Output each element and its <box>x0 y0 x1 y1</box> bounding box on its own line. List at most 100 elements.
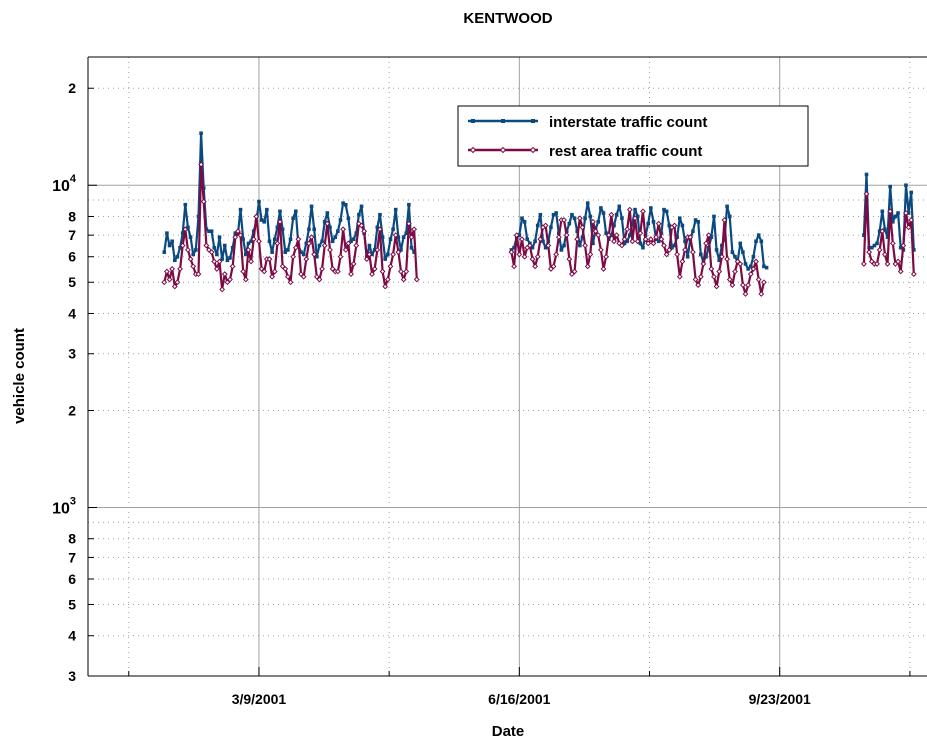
data-point-rest-area <box>198 161 205 168</box>
data-point-rest-area <box>590 218 596 225</box>
y-tick-label: 3 <box>68 346 76 362</box>
data-point-rest-area <box>345 240 352 247</box>
data-point-interstate <box>596 220 601 224</box>
data-point-rest-area <box>382 283 389 290</box>
legend-marker-rest-area <box>499 146 507 154</box>
data-point-rest-area <box>403 268 410 275</box>
data-point-interstate <box>762 264 766 269</box>
data-point-rest-area <box>697 273 704 280</box>
series-rest-area <box>161 161 917 297</box>
data-point-interstate <box>233 231 238 235</box>
data-point-rest-area <box>674 251 681 258</box>
data-point-interstate <box>538 212 543 217</box>
data-point-rest-area <box>166 276 173 283</box>
data-point-rest-area <box>203 242 210 249</box>
y-decade-base: 10 <box>52 500 70 517</box>
data-point-interstate <box>675 235 679 239</box>
data-point-rest-area <box>295 236 302 243</box>
data-point-interstate <box>312 227 316 232</box>
data-point-rest-area <box>182 226 189 233</box>
data-point-rest-area <box>290 253 297 260</box>
data-point-interstate <box>864 172 869 177</box>
data-point-interstate <box>580 235 585 239</box>
data-point-interstate <box>270 250 274 254</box>
data-point-interstate <box>349 239 353 244</box>
data-point-interstate <box>756 233 761 237</box>
data-point-rest-area <box>371 266 378 272</box>
data-point-interstate <box>625 239 629 244</box>
data-point-rest-area <box>219 286 226 293</box>
data-point-interstate <box>272 237 277 242</box>
data-point-interstate <box>533 239 537 244</box>
data-point-rest-area <box>213 266 220 272</box>
data-point-rest-area <box>547 266 554 272</box>
data-point-rest-area <box>629 238 636 245</box>
data-point-rest-area <box>277 218 283 225</box>
data-point-interstate <box>649 206 653 210</box>
data-point-rest-area <box>229 263 236 270</box>
data-point-interstate <box>191 252 196 257</box>
y-decade-exponent: 3 <box>70 495 76 507</box>
data-point-rest-area <box>298 271 304 278</box>
data-point-interstate <box>215 252 219 257</box>
data-point-rest-area <box>311 251 318 258</box>
data-point-rest-area <box>369 271 375 278</box>
data-point-interstate <box>620 216 624 221</box>
data-point-rest-area <box>256 238 262 245</box>
data-point-interstate <box>685 254 690 259</box>
data-point-interstate <box>393 207 398 212</box>
data-point-interstate <box>612 223 616 228</box>
data-point-interstate <box>357 212 361 217</box>
data-point-rest-area <box>329 266 336 272</box>
data-point-rest-area <box>692 276 699 283</box>
data-point-interstate <box>725 204 729 209</box>
data-point-interstate <box>343 202 348 207</box>
data-point-rest-area <box>200 198 207 205</box>
data-point-rest-area <box>253 213 260 220</box>
data-point-interstate <box>301 252 306 257</box>
data-point-rest-area <box>216 258 223 265</box>
data-point-interstate <box>583 216 587 221</box>
data-point-interstate <box>380 235 385 239</box>
data-point-rest-area <box>232 234 239 241</box>
data-point-rest-area <box>211 258 218 265</box>
data-point-interstate <box>383 257 388 261</box>
data-point-interstate <box>199 131 203 136</box>
data-point-rest-area <box>303 256 310 262</box>
data-point-interstate <box>730 250 735 254</box>
data-point-interstate <box>554 211 558 215</box>
data-point-rest-area <box>747 271 754 278</box>
y-tick-label: 6 <box>68 249 76 265</box>
data-point-rest-area <box>645 240 652 247</box>
data-point-rest-area <box>392 232 399 239</box>
x-tick-label: 3/9/2001 <box>232 691 287 707</box>
data-point-rest-area <box>240 268 247 275</box>
data-point-interstate <box>738 241 743 246</box>
data-point-rest-area <box>337 253 344 260</box>
legend-marker-interstate <box>531 119 535 123</box>
data-point-rest-area <box>227 276 233 283</box>
data-point-rest-area <box>387 263 394 270</box>
data-point-interstate <box>891 220 895 224</box>
y-tick-label: 2 <box>68 402 76 418</box>
data-point-rest-area <box>650 240 657 247</box>
data-point-interstate <box>259 218 264 222</box>
y-tick-label: 3 <box>68 668 76 684</box>
data-point-rest-area <box>721 217 728 223</box>
data-point-rest-area <box>663 251 670 258</box>
data-point-interstate <box>407 202 411 207</box>
data-point-rest-area <box>185 246 191 253</box>
data-point-interstate <box>549 225 553 230</box>
data-point-interstate <box>209 229 214 234</box>
data-point-interstate <box>309 204 314 209</box>
data-point-rest-area <box>529 256 536 262</box>
data-point-interstate <box>249 239 253 244</box>
data-point-rest-area <box>884 261 891 267</box>
data-point-rest-area <box>571 268 578 275</box>
data-point-rest-area <box>584 263 591 270</box>
data-point-interstate <box>672 243 677 248</box>
data-point-rest-area <box>266 256 273 262</box>
data-point-rest-area <box>532 263 539 270</box>
data-point-rest-area <box>395 249 402 256</box>
data-point-interstate <box>322 220 327 224</box>
